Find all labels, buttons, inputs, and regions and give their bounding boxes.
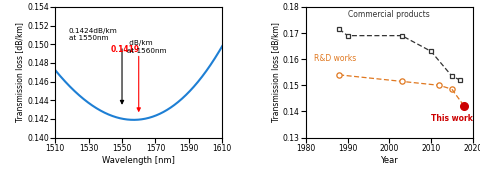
Text: 0.1424dB/km
at 1550nm: 0.1424dB/km at 1550nm [69,28,117,41]
Y-axis label: Transmission loss [dB/km]: Transmission loss [dB/km] [271,22,280,122]
X-axis label: Wavelength [nm]: Wavelength [nm] [102,156,175,165]
Y-axis label: Transmission loss [dB/km]: Transmission loss [dB/km] [15,22,24,122]
Text: This work: This work [431,114,473,123]
X-axis label: Year: Year [381,156,398,165]
Text: Commercial products: Commercial products [348,10,429,19]
Text: 0.1419: 0.1419 [110,45,140,53]
Text: dB/km
at 1560nm: dB/km at 1560nm [127,40,167,53]
Text: R&D works: R&D works [314,54,356,63]
